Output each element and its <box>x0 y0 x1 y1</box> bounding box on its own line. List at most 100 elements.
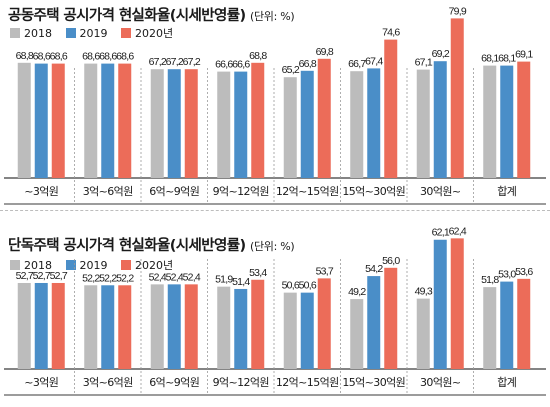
legend-item-2018: 2018 <box>10 27 52 40</box>
value-label: 52,2 <box>82 272 100 284</box>
legend-swatch-2018 <box>10 260 20 270</box>
bar-2020년-3 <box>251 62 265 178</box>
value-label: 69,2 <box>432 48 450 60</box>
value-label: 53,4 <box>249 267 267 279</box>
value-label: 50,6 <box>282 280 300 292</box>
bar-2019-1 <box>101 285 115 369</box>
bar-2020년-7 <box>517 278 531 369</box>
value-label: 66,8 <box>299 58 317 70</box>
bar-2020년-6 <box>450 18 464 179</box>
chart-panel-apartment: 공동주택 공시가격 현실화율(시세반영률) (단위: %) 2018 2019 … <box>4 4 546 205</box>
bar-2018-7 <box>483 287 497 369</box>
value-label: 67,2 <box>183 56 201 68</box>
category-label: ~3억원 <box>24 376 58 389</box>
bar-2019-7 <box>500 281 514 369</box>
bar-2020년-2 <box>184 69 198 178</box>
legend-item-2019: 2019 <box>65 259 108 272</box>
category-label: 6억~9억원 <box>149 185 199 198</box>
value-label: 68,1 <box>498 53 516 65</box>
bar-2019-0 <box>34 282 48 369</box>
bar-2019-5 <box>367 68 381 178</box>
value-label: 62,1 <box>432 227 450 239</box>
bar-2020년-3 <box>251 279 265 369</box>
category-label: 합계 <box>497 185 516 198</box>
value-label: 68,6 <box>116 51 134 63</box>
value-label: 53,7 <box>316 265 334 277</box>
value-label: 52,7 <box>16 270 34 282</box>
value-label: 52,2 <box>99 272 117 284</box>
legend-label-2019: 2019 <box>79 27 108 40</box>
category-label: 9억~12억원 <box>213 185 269 198</box>
legend-swatch-2020 <box>121 28 131 38</box>
bar-2020년-1 <box>118 63 132 178</box>
category-label: 30억원~ <box>420 376 461 389</box>
legend-label-2020: 2020년 <box>135 259 174 272</box>
bar-2019-0 <box>34 63 48 178</box>
value-label: 52,2 <box>116 272 134 284</box>
bar-2020년-4 <box>317 278 331 369</box>
value-label: 79,9 <box>449 5 467 17</box>
chart-title: 단독주택 공시가격 현실화율(시세반영률) (단위: %) <box>8 234 295 255</box>
value-label: 67,4 <box>365 55 383 67</box>
value-label: 51,9 <box>215 274 233 286</box>
bar-2019-3 <box>234 288 248 369</box>
value-label: 69,8 <box>316 46 334 58</box>
chart-unit: (단위: %) <box>249 10 295 23</box>
bar-2020년-0 <box>51 282 65 369</box>
value-label: 54,2 <box>365 263 383 275</box>
category-label: 3억~6억원 <box>83 185 133 198</box>
bar-2018-5 <box>350 71 364 178</box>
bar-2018-1 <box>84 285 98 369</box>
bar-2020년-0 <box>51 63 65 178</box>
bar-2018-2 <box>150 69 164 178</box>
bar-2018-0 <box>17 62 31 178</box>
legend-swatch-2020 <box>121 260 131 270</box>
bar-2019-7 <box>500 65 514 178</box>
bar-2018-0 <box>17 282 31 369</box>
category-label: 12억~15억원 <box>276 376 339 389</box>
value-label: 66,6 <box>232 59 250 71</box>
value-label: 65,2 <box>282 64 300 76</box>
value-label: 66,7 <box>348 58 366 70</box>
category-label: 30억원~ <box>420 185 461 198</box>
value-label: 68,6 <box>99 51 117 63</box>
value-label: 69,1 <box>515 49 533 61</box>
chart-title: 공동주택 공시가격 현실화율(시세반영률) (단위: %) <box>8 4 295 25</box>
chart-panel-detached: 단독주택 공시가격 현실화율(시세반영률) (단위: %) 2018 2019 … <box>0 214 550 407</box>
legend-label-2018: 2018 <box>24 27 52 40</box>
panel-divider <box>0 210 550 211</box>
value-label: 49,3 <box>415 286 433 298</box>
value-label: 56,0 <box>382 255 400 267</box>
bar-2018-3 <box>217 286 231 369</box>
bar-2018-5 <box>350 299 364 369</box>
category-label: 9억~12억원 <box>213 376 269 389</box>
legend-item-2020: 2020년 <box>121 25 173 41</box>
legend-item-2018: 2018 <box>10 259 52 272</box>
category-label: ~3억원 <box>24 185 58 198</box>
bar-2018-7 <box>483 65 497 178</box>
bar-2020년-5 <box>384 267 398 369</box>
bar-2019-6 <box>433 61 447 179</box>
value-label: 74,6 <box>382 27 400 39</box>
bar-2020년-6 <box>450 238 464 369</box>
bar-2018-3 <box>217 71 231 178</box>
value-label: 52,4 <box>166 271 184 283</box>
value-label: 67,1 <box>415 57 433 69</box>
value-label: 52,4 <box>149 271 167 283</box>
legend-item-2019: 2019 <box>65 27 108 40</box>
bar-2019-3 <box>234 71 248 178</box>
bar-2019-4 <box>300 70 314 178</box>
bar-2020년-7 <box>517 61 531 178</box>
value-label: 52,7 <box>33 270 51 282</box>
value-label: 52,4 <box>183 271 201 283</box>
value-label: 52,7 <box>50 270 68 282</box>
value-label: 62,4 <box>449 225 467 237</box>
legend-swatch-2019 <box>65 260 76 270</box>
category-label: 합계 <box>497 376 516 389</box>
chart-title-text: 공동주택 공시가격 현실화율(시세반영률) <box>8 8 246 24</box>
bar-2018-6 <box>416 69 430 178</box>
chart-title-text: 단독주택 공시가격 현실화율(시세반영률) <box>8 238 246 254</box>
category-label: 15억~30억원 <box>342 185 405 198</box>
